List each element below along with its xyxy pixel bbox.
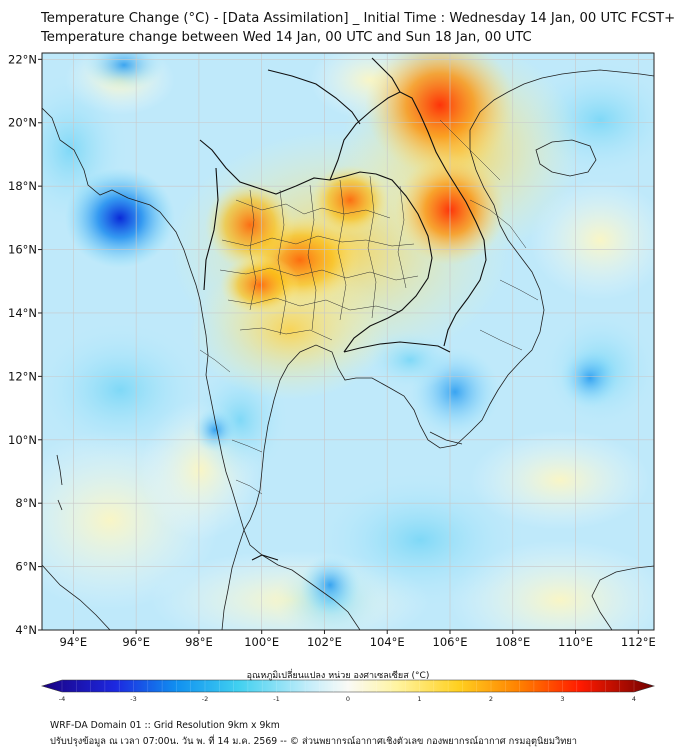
- lat-tick-label: 6°N: [15, 560, 37, 574]
- colorbar-tick-label: 2: [489, 695, 493, 703]
- lat-tick-label: 12°N: [8, 369, 37, 383]
- lon-tick-label: 108°E: [495, 635, 530, 649]
- coastlines: [42, 69, 654, 630]
- colorbar-tick-label: -3: [130, 695, 136, 703]
- colorbar-label: อุณหภูมิเปลี่ยนแปลง หน่วย องศาเซลเซียส (…: [246, 671, 430, 681]
- lon-tick-label: 100°E: [244, 635, 279, 649]
- lon-tick-label: 98°E: [185, 635, 213, 649]
- lat-tick-label: 4°N: [15, 623, 37, 637]
- footer-update-info: ปรับปรุงข้อมูล ณ เวลา 07:00น. วัน พ. ที่…: [50, 736, 577, 747]
- lon-tick-label: 102°E: [307, 635, 342, 649]
- temperature-field: [42, 53, 654, 630]
- lat-tick-label: 22°N: [8, 52, 37, 66]
- footer-model-info: WRF-DA Domain 01 :: Grid Resolution 9km …: [50, 720, 280, 731]
- colorbar-tick-label: 0: [346, 695, 350, 703]
- map-subtitle: Temperature change between Wed 14 Jan, 0…: [41, 30, 532, 45]
- colorbar-gradient: [40, 679, 656, 693]
- lat-tick-label: 10°N: [8, 433, 37, 447]
- province-borders: [199, 119, 539, 495]
- lat-tick-label: 18°N: [8, 179, 37, 193]
- colorbar-tick-label: -4: [59, 695, 65, 703]
- lat-tick-label: 14°N: [8, 306, 37, 320]
- lat-tick-label: 20°N: [8, 116, 37, 130]
- lat-tick-label: 16°N: [8, 243, 37, 257]
- country-borders: [199, 57, 487, 561]
- colorbar-tick-label: 4: [632, 695, 636, 703]
- colorbar: -4 -3 -2 -1 0 1 2 3 4: [40, 679, 656, 703]
- longitude-axis: 94°E 96°E 98°E 100°E 102°E 104°E 106°E 108°E 110…: [60, 630, 656, 649]
- map-title: Temperature Change (°C) - [Data Assimila…: [41, 11, 676, 26]
- lon-tick-label: 106°E: [433, 635, 468, 649]
- lat-tick-label: 8°N: [15, 496, 37, 510]
- lon-tick-label: 94°E: [60, 635, 88, 649]
- colorbar-tick-label: 3: [560, 695, 564, 703]
- map-frame: [41, 52, 655, 631]
- lat-lon-grid: [42, 53, 654, 631]
- lon-tick-label: 112°E: [621, 635, 656, 649]
- latitude-axis: 22°N 20°N 18°N 16°N 14°N 12°N 10°N 8°N 6°N 4°N: [8, 52, 42, 637]
- colorbar-tick-label: -2: [202, 695, 208, 703]
- lon-tick-label: 96°E: [122, 635, 150, 649]
- colorbar-tick-label: -1: [273, 695, 279, 703]
- lon-tick-label: 110°E: [558, 635, 593, 649]
- lon-tick-label: 104°E: [370, 635, 405, 649]
- colorbar-tick-label: 1: [417, 695, 421, 703]
